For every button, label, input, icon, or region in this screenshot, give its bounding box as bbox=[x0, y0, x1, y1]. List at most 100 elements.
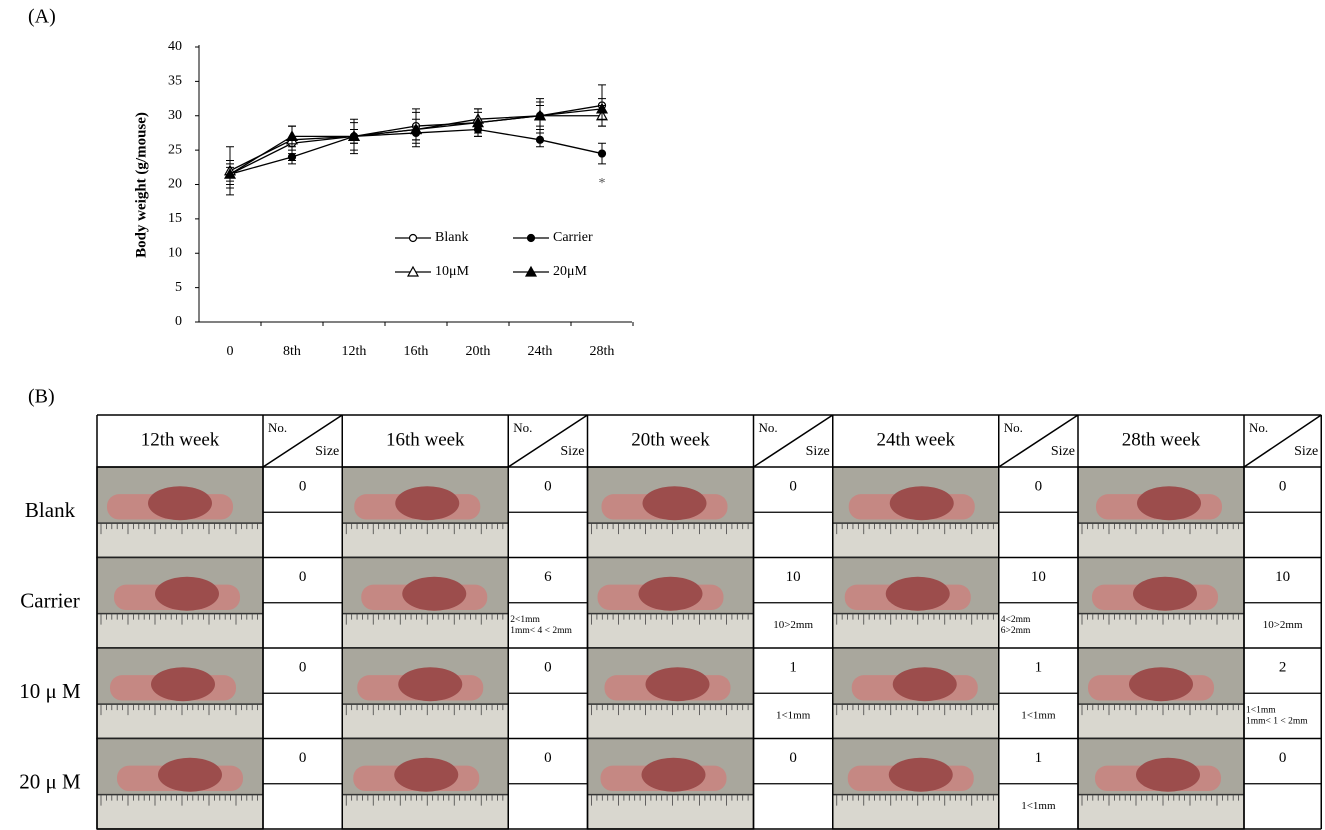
count: 1 bbox=[1035, 659, 1043, 675]
count: 10 bbox=[1031, 569, 1046, 585]
tissue-core bbox=[395, 486, 459, 520]
photo-ruler bbox=[588, 795, 754, 829]
specimen-photo bbox=[1078, 558, 1244, 649]
y-tick-label: 5 bbox=[175, 280, 182, 295]
specimen-photo bbox=[588, 467, 754, 558]
size: 1mm< 4 < 2mm bbox=[510, 626, 572, 636]
row-label: 10 μ M bbox=[19, 679, 81, 703]
tissue-core bbox=[1137, 486, 1201, 520]
y-tick-label: 15 bbox=[168, 211, 182, 226]
count: 10 bbox=[1275, 569, 1290, 585]
tissue-core bbox=[155, 577, 219, 611]
x-tick-label: 28th bbox=[590, 344, 615, 359]
count: 0 bbox=[1279, 750, 1287, 766]
photo-ruler bbox=[833, 614, 999, 648]
count: 0 bbox=[299, 569, 307, 585]
week-header: 12th week bbox=[141, 429, 220, 450]
legend-label: Carrier bbox=[553, 230, 593, 245]
size: 10>2mm bbox=[773, 619, 813, 631]
specimen-photo bbox=[1078, 739, 1244, 830]
count: 0 bbox=[1035, 478, 1043, 494]
photo-ruler bbox=[1078, 523, 1244, 557]
specimen-photo bbox=[588, 648, 754, 739]
count: 0 bbox=[1279, 478, 1287, 494]
no-header: No. bbox=[759, 420, 778, 435]
specimen-photo bbox=[342, 558, 508, 649]
photo-ruler bbox=[833, 704, 999, 738]
no-header: No. bbox=[1249, 420, 1268, 435]
y-tick-label: 35 bbox=[168, 74, 182, 89]
specimen-photo bbox=[97, 739, 263, 830]
x-tick-label: 8th bbox=[283, 344, 301, 359]
count: 0 bbox=[789, 478, 797, 494]
count: 1 bbox=[1035, 750, 1043, 766]
specimen-photo bbox=[1078, 648, 1244, 739]
size: 1mm< 1 < 2mm bbox=[1246, 717, 1308, 727]
panel-label: (A) bbox=[28, 6, 56, 28]
count: 1 bbox=[789, 659, 797, 675]
photo-ruler bbox=[833, 523, 999, 557]
count: 0 bbox=[789, 750, 797, 766]
tissue-core bbox=[890, 486, 954, 520]
size: 1<1mm bbox=[1021, 800, 1056, 812]
tissue-core bbox=[639, 577, 703, 611]
tissue-core bbox=[1129, 667, 1193, 701]
size-header: Size bbox=[560, 444, 584, 459]
tissue-core bbox=[893, 667, 957, 701]
y-tick-label: 20 bbox=[168, 177, 182, 192]
specimen-photo bbox=[342, 648, 508, 739]
photo-ruler bbox=[588, 523, 754, 557]
x-tick-label: 24th bbox=[528, 344, 553, 359]
specimen-photo bbox=[1078, 467, 1244, 558]
photo-ruler bbox=[97, 704, 263, 738]
photo-ruler bbox=[342, 523, 508, 557]
y-tick-label: 30 bbox=[168, 108, 182, 123]
count: 0 bbox=[299, 659, 307, 675]
specimen-photo bbox=[97, 648, 263, 739]
size: 1<1mm bbox=[1246, 706, 1276, 716]
tissue-core bbox=[1133, 577, 1197, 611]
x-tick-label: 20th bbox=[466, 344, 491, 359]
size: 10>2mm bbox=[1263, 619, 1303, 631]
tissue-core bbox=[886, 577, 950, 611]
y-axis-label: Body weight (g/mouse) bbox=[133, 112, 149, 258]
size: 4<2mm bbox=[1001, 615, 1031, 625]
x-tick-label: 12th bbox=[342, 344, 367, 359]
size: 1<1mm bbox=[1021, 709, 1056, 721]
tissue-core bbox=[646, 667, 710, 701]
page: (A) (B) Body weight (g/mouse) 0510152025… bbox=[0, 0, 1325, 830]
size-header: Size bbox=[806, 444, 830, 459]
size: 6>2mm bbox=[1001, 626, 1031, 636]
tissue-core bbox=[1136, 758, 1200, 792]
count: 0 bbox=[299, 750, 307, 766]
tissue-core bbox=[151, 667, 215, 701]
size: 1<1mm bbox=[776, 709, 811, 721]
size: 2<1mm bbox=[510, 615, 540, 625]
week-header: 28th week bbox=[1122, 429, 1201, 450]
y-tick-label: 25 bbox=[168, 142, 182, 157]
specimen-photo bbox=[97, 558, 263, 649]
tissue-core bbox=[148, 486, 212, 520]
count: 0 bbox=[544, 659, 552, 675]
specimen-photo bbox=[97, 467, 263, 558]
marker bbox=[537, 136, 544, 143]
no-header: No. bbox=[513, 420, 532, 435]
legend-label: Blank bbox=[435, 230, 468, 245]
count: 0 bbox=[544, 750, 552, 766]
count: 2 bbox=[1279, 659, 1287, 675]
photo-ruler bbox=[342, 614, 508, 648]
row-label: Carrier bbox=[20, 589, 79, 613]
legend-label: 10μM bbox=[435, 264, 470, 279]
specimen-photo bbox=[833, 558, 999, 649]
week-header: 16th week bbox=[386, 429, 465, 450]
size-header: Size bbox=[1294, 444, 1318, 459]
size-header: Size bbox=[1051, 444, 1075, 459]
tissue-core bbox=[398, 667, 462, 701]
row-label: Blank bbox=[25, 498, 76, 522]
y-tick-label: 10 bbox=[168, 245, 182, 260]
tissue-core bbox=[402, 577, 466, 611]
photo-ruler bbox=[1078, 795, 1244, 829]
marker bbox=[528, 235, 535, 242]
specimen-photo bbox=[342, 467, 508, 558]
tissue-core bbox=[889, 758, 953, 792]
